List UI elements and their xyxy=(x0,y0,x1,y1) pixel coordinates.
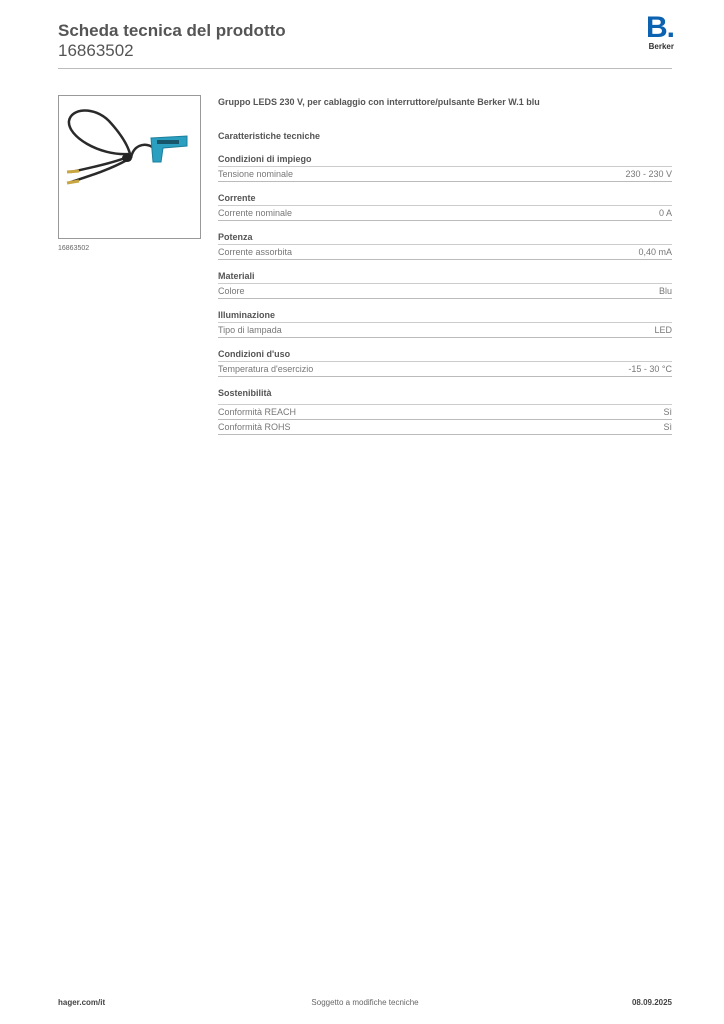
spec-group: Sostenibilità Conformità REACH Sì Conformit… xyxy=(218,386,672,435)
spec-value: LED xyxy=(654,325,672,335)
spec-group: Potenza Corrente assorbita 0,40 mA xyxy=(218,230,672,260)
spec-label: Temperatura d'esercizio xyxy=(218,364,314,374)
spec-row: Conformità REACH Sì xyxy=(218,405,672,420)
spec-label: Tensione nominale xyxy=(218,169,294,179)
spec-group-heading: Materiali xyxy=(218,269,672,284)
spec-row: Temperatura d'esercizio -15 - 30 °C xyxy=(218,362,672,377)
spec-group-heading: Condizioni d'uso xyxy=(218,347,672,362)
header-divider xyxy=(58,68,672,69)
footer: hager.com/it Soggetto a modifiche tecnic… xyxy=(58,998,672,1008)
product-code: 16863502 xyxy=(58,41,134,60)
spec-row: Conformità ROHS Sì xyxy=(218,420,672,435)
spec-row: Tipo di lampada LED xyxy=(218,323,672,338)
spec-value: 0,40 mA xyxy=(638,247,672,257)
product-image xyxy=(58,95,201,239)
spec-group: Illuminazione Tipo di lampada LED xyxy=(218,308,672,338)
logo-letter: B. xyxy=(646,11,675,44)
spec-value: 0 A xyxy=(658,208,672,218)
spec-label: Colore xyxy=(218,286,245,296)
spec-group: Materiali Colore Blu xyxy=(218,269,672,299)
spec-group-heading: Condizioni di impiego xyxy=(218,152,672,167)
spec-value: Sì xyxy=(663,407,672,417)
berker-logo: B. Berker xyxy=(636,11,675,52)
spec-row: Tensione nominale 230 - 230 V xyxy=(218,167,672,182)
logo-name: Berker xyxy=(648,42,674,51)
spec-group-heading: Sostenibilità xyxy=(218,386,672,405)
spec-label: Corrente nominale xyxy=(218,208,293,218)
spec-label: Conformità ROHS xyxy=(218,422,291,432)
footer-website[interactable]: hager.com/it xyxy=(58,998,106,1007)
spec-row: Colore Blu xyxy=(218,284,672,299)
spec-group-heading: Corrente xyxy=(218,191,672,206)
footer-note: Soggetto a modifiche tecniche xyxy=(311,998,419,1007)
spec-value: -15 - 30 °C xyxy=(628,364,672,374)
spec-value: Blu xyxy=(658,286,672,296)
spec-group-heading: Potenza xyxy=(218,230,672,245)
spec-label: Corrente assorbita xyxy=(218,247,293,257)
spec-group: Condizioni di impiego Tensione nominale 23… xyxy=(218,152,672,182)
spec-row: Corrente assorbita 0,40 mA xyxy=(218,245,672,260)
page-title: Scheda tecnica del prodotto xyxy=(58,21,286,40)
image-caption: 16863502 xyxy=(58,245,90,252)
spec-row: Corrente nominale 0 A xyxy=(218,206,672,221)
spec-group: Condizioni d'uso Temperatura d'esercizio -… xyxy=(218,347,672,377)
spec-sheet: Gruppo LEDS 230 V, per cablaggio con int… xyxy=(218,95,672,435)
spec-label: Tipo di lampada xyxy=(218,325,282,335)
spec-label: Conformità REACH xyxy=(218,407,297,417)
spec-value: Sì xyxy=(663,422,672,432)
product-title: Gruppo LEDS 230 V, per cablaggio con int… xyxy=(218,97,540,107)
spec-group-heading: Illuminazione xyxy=(218,308,672,323)
footer-date: 08.09.2025 xyxy=(631,998,672,1007)
spec-value: 230 - 230 V xyxy=(625,169,672,179)
section-title: Caratteristiche tecniche xyxy=(218,131,321,141)
spec-group: Corrente Corrente nominale 0 A xyxy=(218,191,672,221)
